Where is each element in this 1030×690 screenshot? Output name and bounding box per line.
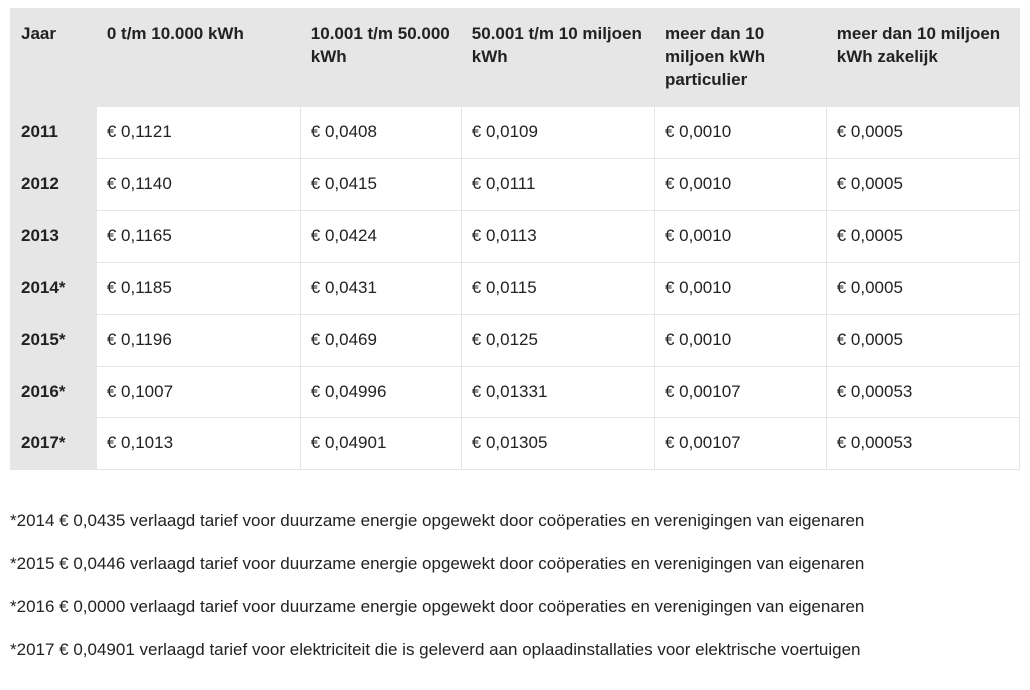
cell-year: 2017* [11, 418, 97, 470]
footnote: *2017 € 0,04901 verlaagd tarief voor ele… [10, 639, 1020, 662]
cell-value: € 0,01305 [461, 418, 654, 470]
cell-value: € 0,0010 [655, 158, 827, 210]
cell-value: € 0,0111 [461, 158, 654, 210]
table-row: 2015* € 0,1196 € 0,0469 € 0,0125 € 0,001… [11, 314, 1020, 366]
cell-value: € 0,0113 [461, 210, 654, 262]
cell-value: € 0,0010 [655, 314, 827, 366]
cell-value: € 0,1140 [96, 158, 300, 210]
col-header-bracket-1: 0 t/m 10.000 kWh [96, 9, 300, 107]
cell-year: 2014* [11, 262, 97, 314]
col-header-bracket-5: meer dan 10 miljoen kWh zakelijk [826, 9, 1019, 107]
cell-value: € 0,0125 [461, 314, 654, 366]
cell-year: 2016* [11, 366, 97, 418]
table-header-row: Jaar 0 t/m 10.000 kWh 10.001 t/m 50.000 … [11, 9, 1020, 107]
table-row: 2012 € 0,1140 € 0,0415 € 0,0111 € 0,0010… [11, 158, 1020, 210]
table-row: 2016* € 0,1007 € 0,04996 € 0,01331 € 0,0… [11, 366, 1020, 418]
footnote: *2014 € 0,0435 verlaagd tarief voor duur… [10, 510, 1020, 533]
table-row: 2017* € 0,1013 € 0,04901 € 0,01305 € 0,0… [11, 418, 1020, 470]
cell-value: € 0,0005 [826, 210, 1019, 262]
cell-value: € 0,1121 [96, 106, 300, 158]
cell-value: € 0,1185 [96, 262, 300, 314]
cell-value: € 0,0109 [461, 106, 654, 158]
cell-value: € 0,00053 [826, 366, 1019, 418]
cell-year: 2012 [11, 158, 97, 210]
cell-year: 2013 [11, 210, 97, 262]
cell-value: € 0,00107 [655, 418, 827, 470]
cell-value: € 0,0469 [300, 314, 461, 366]
cell-value: € 0,0010 [655, 210, 827, 262]
cell-value: € 0,0005 [826, 106, 1019, 158]
cell-year: 2011 [11, 106, 97, 158]
cell-value: € 0,00053 [826, 418, 1019, 470]
cell-value: € 0,04996 [300, 366, 461, 418]
cell-value: € 0,00107 [655, 366, 827, 418]
col-header-year: Jaar [11, 9, 97, 107]
cell-value: € 0,0424 [300, 210, 461, 262]
cell-value: € 0,1007 [96, 366, 300, 418]
table-row: 2013 € 0,1165 € 0,0424 € 0,0113 € 0,0010… [11, 210, 1020, 262]
col-header-bracket-4: meer dan 10 miljoen kWh particulier [655, 9, 827, 107]
cell-value: € 0,0010 [655, 106, 827, 158]
cell-value: € 0,0005 [826, 314, 1019, 366]
cell-year: 2015* [11, 314, 97, 366]
cell-value: € 0,0005 [826, 262, 1019, 314]
cell-value: € 0,01331 [461, 366, 654, 418]
cell-value: € 0,0431 [300, 262, 461, 314]
col-header-bracket-3: 50.001 t/m 10 miljoen kWh [461, 9, 654, 107]
table-row: 2014* € 0,1185 € 0,0431 € 0,0115 € 0,001… [11, 262, 1020, 314]
cell-value: € 0,0005 [826, 158, 1019, 210]
cell-value: € 0,0010 [655, 262, 827, 314]
footnote: *2016 € 0,0000 verlaagd tarief voor duur… [10, 596, 1020, 619]
cell-value: € 0,1196 [96, 314, 300, 366]
col-header-bracket-2: 10.001 t/m 50.000 kWh [300, 9, 461, 107]
cell-value: € 0,1013 [96, 418, 300, 470]
table-body: 2011 € 0,1121 € 0,0408 € 0,0109 € 0,0010… [11, 106, 1020, 470]
cell-value: € 0,0415 [300, 158, 461, 210]
cell-value: € 0,1165 [96, 210, 300, 262]
cell-value: € 0,0408 [300, 106, 461, 158]
tariff-table: Jaar 0 t/m 10.000 kWh 10.001 t/m 50.000 … [10, 8, 1020, 470]
footnotes: *2014 € 0,0435 verlaagd tarief voor duur… [10, 510, 1020, 662]
cell-value: € 0,04901 [300, 418, 461, 470]
table-row: 2011 € 0,1121 € 0,0408 € 0,0109 € 0,0010… [11, 106, 1020, 158]
footnote: *2015 € 0,0446 verlaagd tarief voor duur… [10, 553, 1020, 576]
cell-value: € 0,0115 [461, 262, 654, 314]
